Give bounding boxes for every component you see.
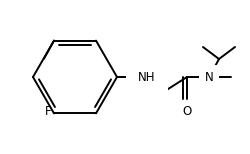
Text: NH: NH — [138, 71, 156, 83]
Text: O: O — [182, 105, 192, 118]
Text: N: N — [204, 71, 213, 83]
Text: F: F — [44, 105, 51, 118]
